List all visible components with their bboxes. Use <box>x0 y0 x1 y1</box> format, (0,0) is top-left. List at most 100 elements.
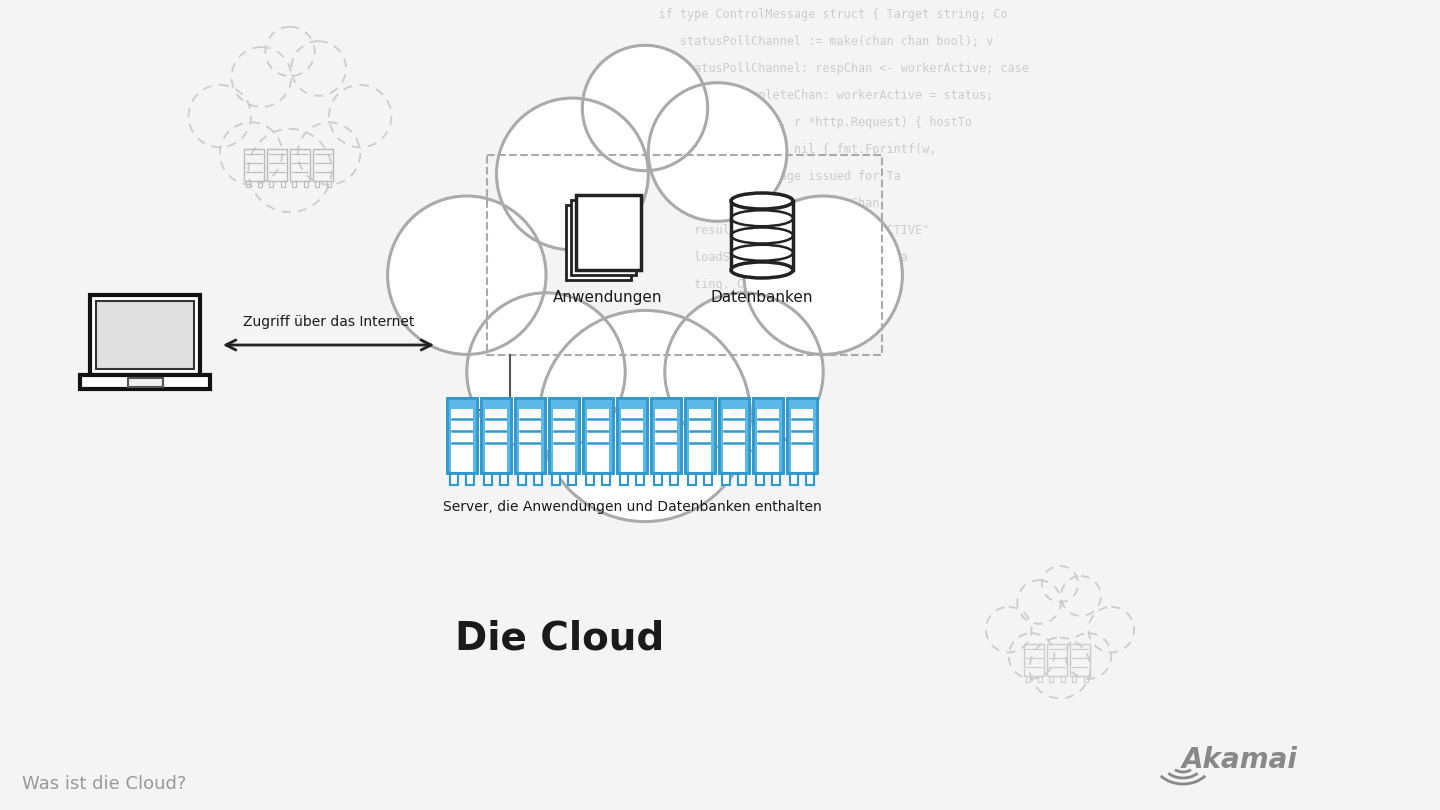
Bar <box>484 473 492 485</box>
Bar <box>567 473 576 485</box>
Bar <box>806 473 814 485</box>
Bar <box>315 181 320 187</box>
Bar <box>1048 676 1053 682</box>
Bar <box>677 398 681 473</box>
Bar <box>586 473 595 485</box>
Bar <box>636 473 644 485</box>
Bar <box>487 155 881 355</box>
Bar <box>719 398 749 473</box>
Bar <box>552 473 560 485</box>
Bar <box>654 473 662 485</box>
Bar <box>788 398 791 473</box>
Bar <box>507 398 511 473</box>
Bar <box>576 195 641 270</box>
Text: workerCompleteChan: workerActive = status;: workerCompleteChan: workerActive = statu… <box>631 89 994 102</box>
Text: Server, die Anwendungen und Datenbanken enthalten: Server, die Anwendungen und Datenbanken … <box>442 500 821 514</box>
Bar <box>685 398 716 409</box>
Bar <box>269 181 274 187</box>
Bar <box>670 473 678 485</box>
Bar <box>616 398 647 473</box>
Bar <box>651 398 681 473</box>
Bar <box>576 398 579 473</box>
Ellipse shape <box>732 262 793 278</box>
Bar <box>616 398 647 473</box>
Text: hostToken: hostToken <box>631 386 759 399</box>
Bar <box>534 473 541 485</box>
Circle shape <box>387 196 546 355</box>
Bar <box>704 473 711 485</box>
Text: Zugriff über das Internet: Zugriff über das Internet <box>243 315 415 329</box>
Bar <box>474 398 477 473</box>
Bar <box>644 398 647 473</box>
Bar <box>552 473 560 485</box>
Bar <box>312 149 333 181</box>
Bar <box>1025 676 1030 682</box>
Bar <box>685 398 688 473</box>
Text: Akamai: Akamai <box>1182 746 1297 774</box>
Bar <box>549 398 579 473</box>
Bar <box>481 398 485 473</box>
Text: 64: if err != nil { fmt.Fprintf(w,: 64: if err != nil { fmt.Fprintf(w, <box>631 143 936 156</box>
Bar <box>688 473 696 485</box>
Text: statusPollChannel: respChan <- workerActive; case: statusPollChannel: respChan <- workerAct… <box>631 62 1030 75</box>
Bar <box>534 473 541 485</box>
Bar <box>739 473 746 485</box>
Bar <box>685 398 716 473</box>
Bar <box>753 398 756 473</box>
Circle shape <box>1089 607 1135 652</box>
Bar <box>586 473 595 485</box>
Bar <box>449 473 458 485</box>
Circle shape <box>665 292 824 451</box>
Bar <box>518 473 526 485</box>
Circle shape <box>648 83 786 221</box>
Bar <box>81 375 210 389</box>
Bar <box>449 473 458 485</box>
Bar <box>1070 644 1090 676</box>
Circle shape <box>265 27 315 76</box>
Bar <box>446 398 451 473</box>
Bar <box>281 181 285 187</box>
Bar <box>484 473 492 485</box>
Bar <box>651 398 655 473</box>
Bar <box>518 473 526 485</box>
Circle shape <box>1061 576 1100 616</box>
Bar <box>753 398 783 473</box>
Circle shape <box>298 122 360 185</box>
Circle shape <box>220 122 282 185</box>
Text: responseWriter, r *http.Request) { hostTo: responseWriter, r *http.Request) { hostT… <box>631 116 972 129</box>
Bar <box>481 398 511 409</box>
Circle shape <box>582 45 707 171</box>
Bar <box>500 473 508 485</box>
Bar <box>753 398 783 473</box>
Circle shape <box>248 129 331 212</box>
Bar <box>1038 676 1043 682</box>
Text: func admini: func admini <box>631 359 772 372</box>
Bar <box>446 398 477 473</box>
Bar <box>651 398 681 473</box>
Circle shape <box>540 310 750 522</box>
Bar <box>516 398 544 409</box>
Bar <box>772 473 780 485</box>
Bar <box>467 473 474 485</box>
Bar <box>327 181 331 187</box>
Text: if type ControlMessage struct { Target string; Co: if type ControlMessage struct { Target s… <box>631 8 1008 21</box>
Bar <box>609 398 613 473</box>
Bar <box>446 398 477 473</box>
Bar <box>583 398 613 473</box>
Text: statusPollChannel := make(chan chan bool); v: statusPollChannel := make(chan chan bool… <box>631 35 994 48</box>
Bar <box>688 473 696 485</box>
Bar <box>788 398 816 473</box>
Text: result := fmt.Fprintf(w, "ACTIVE": result := fmt.Fprintf(w, "ACTIVE" <box>631 224 929 237</box>
Bar <box>616 398 621 473</box>
Text: Datenbanken: Datenbanken <box>711 290 814 305</box>
Bar <box>572 200 636 275</box>
Circle shape <box>467 292 625 451</box>
Bar <box>516 398 544 473</box>
Circle shape <box>291 41 346 96</box>
Bar <box>541 398 544 473</box>
Bar <box>772 473 780 485</box>
Bar <box>788 398 816 409</box>
Bar <box>128 378 163 387</box>
Bar <box>246 181 251 187</box>
Bar <box>704 473 711 485</box>
